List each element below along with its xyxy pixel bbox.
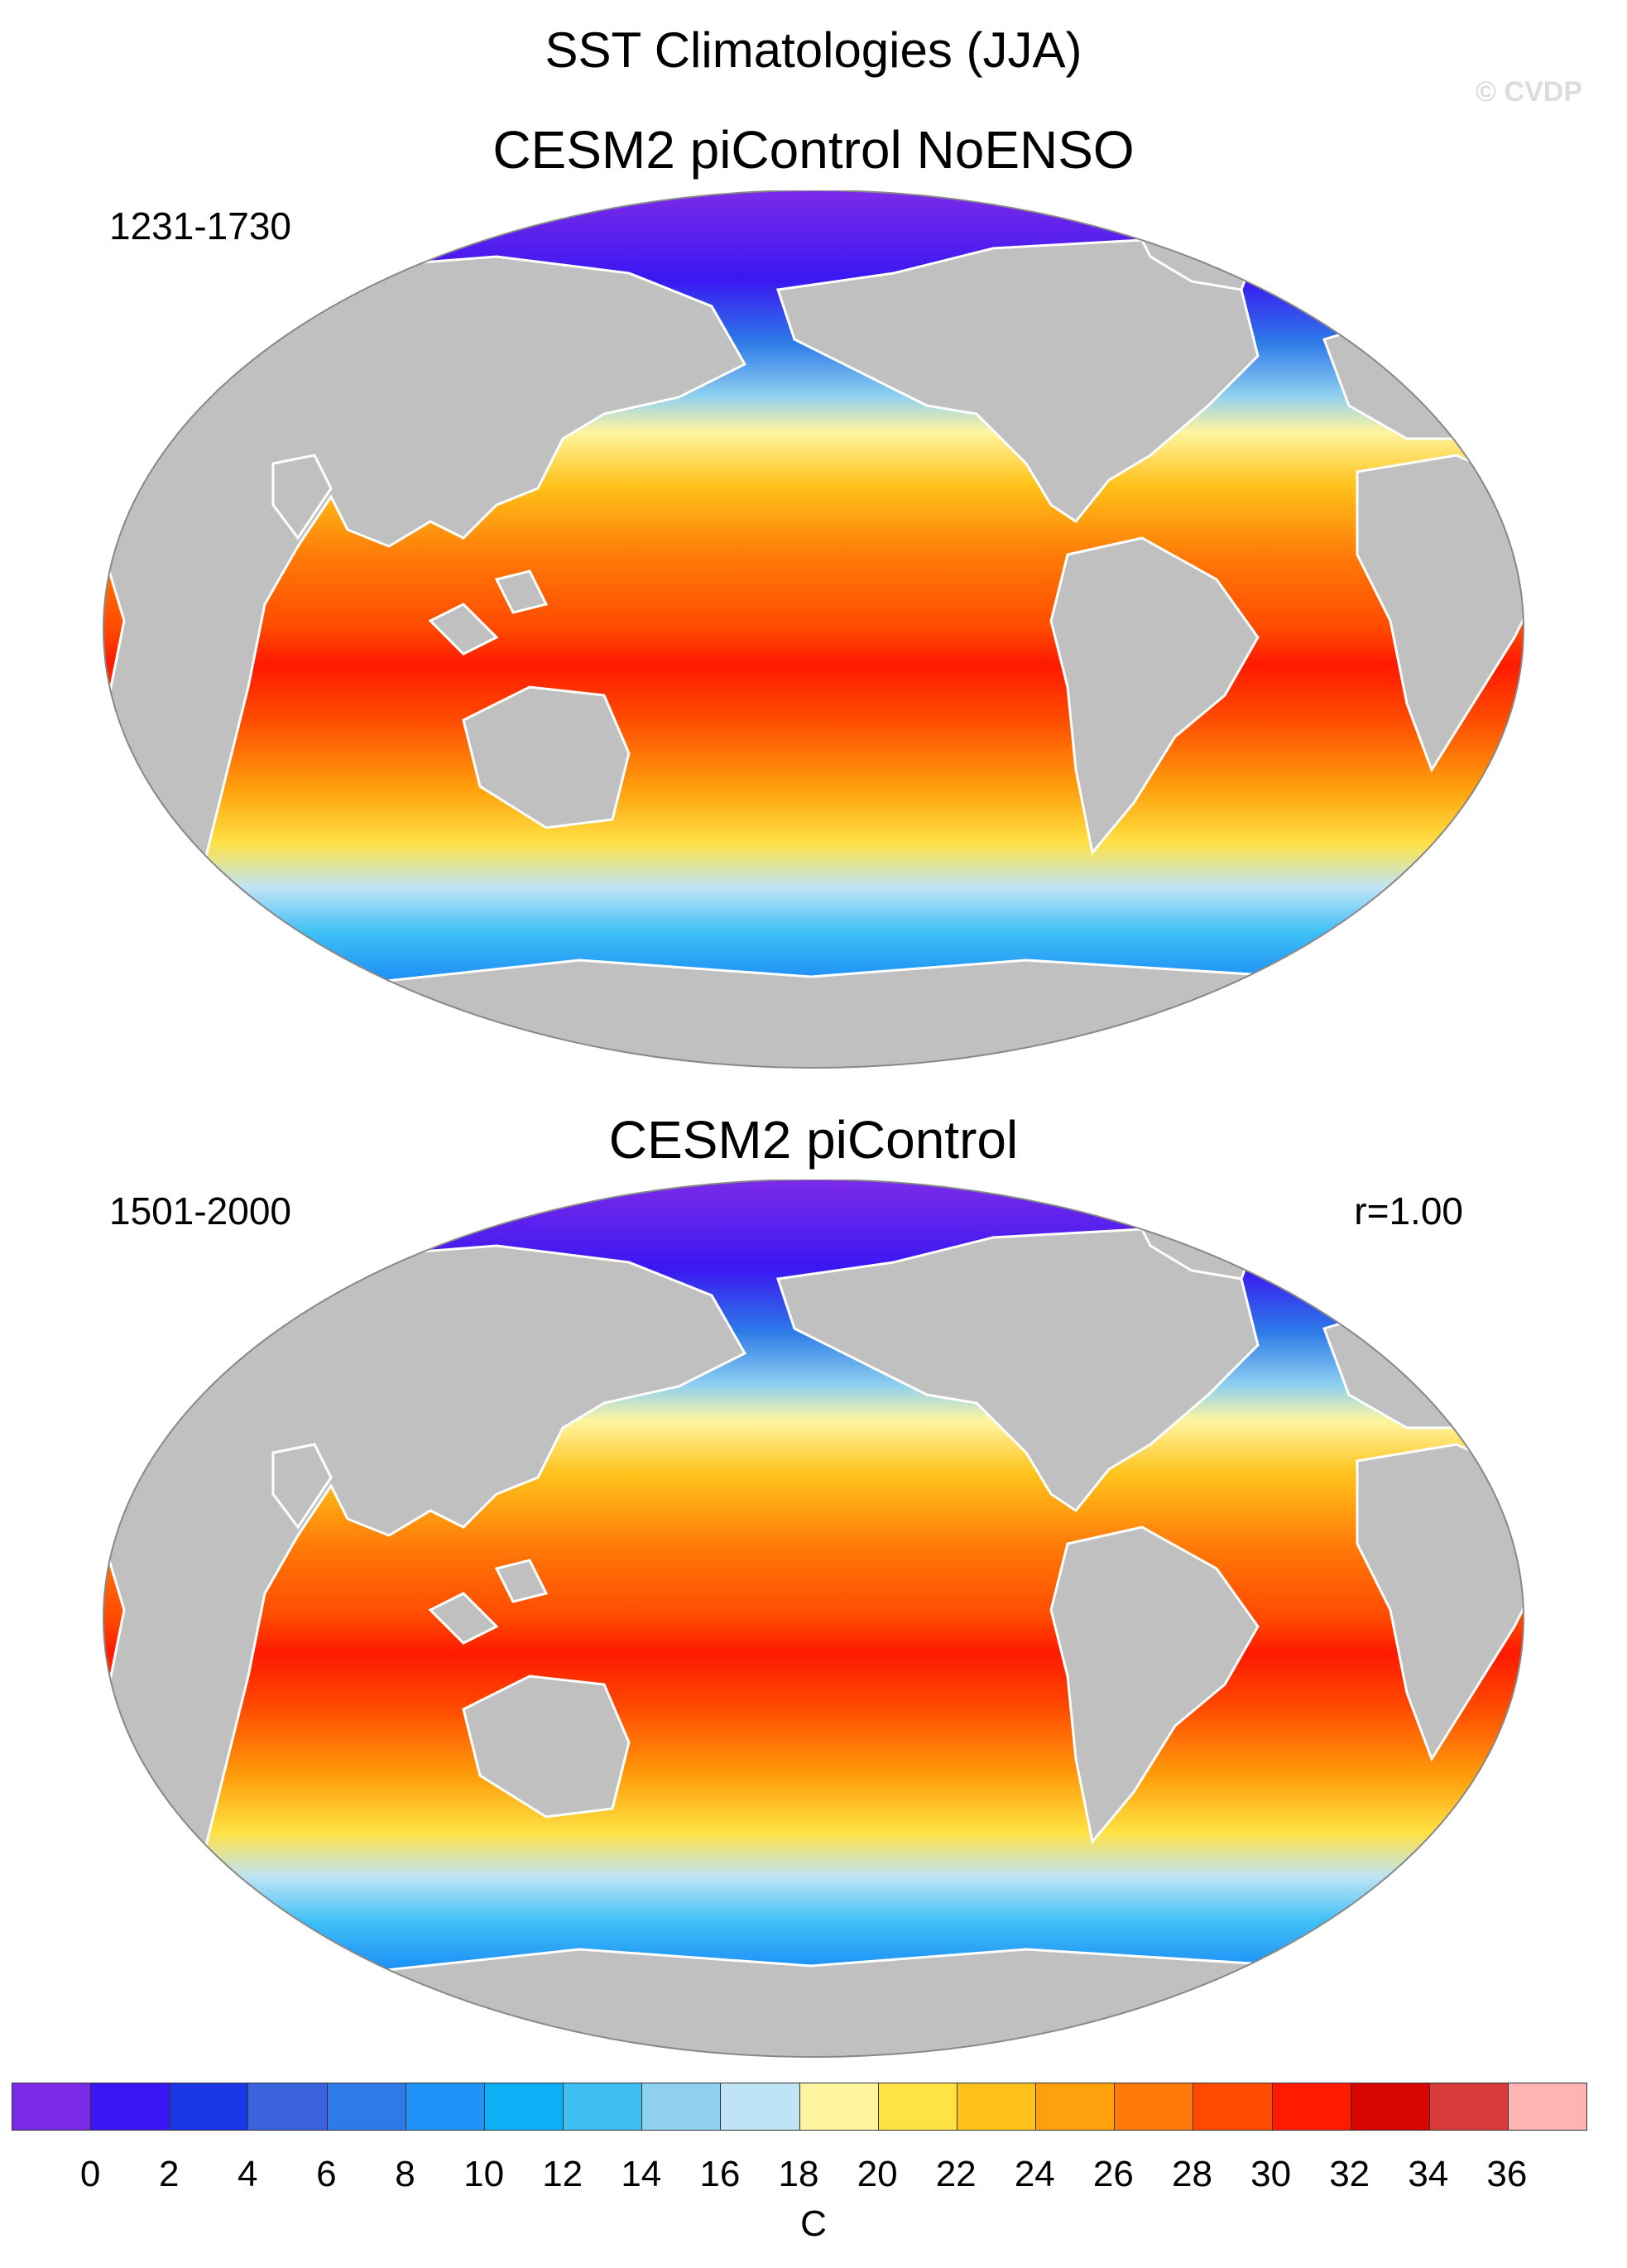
colorbar-tick-label: 32 xyxy=(1329,2154,1370,2194)
colorbar-swatch xyxy=(248,2083,328,2130)
colorbar-tick-label: 6 xyxy=(316,2154,337,2194)
colorbar-tick-label: 28 xyxy=(1172,2154,1212,2194)
colorbar-tick-label: 34 xyxy=(1408,2154,1449,2194)
colorbar-swatch xyxy=(1115,2083,1194,2130)
colorbar-units: C xyxy=(800,2203,827,2244)
colorbar-tick-label: 26 xyxy=(1092,2154,1134,2194)
colorbar-swatch xyxy=(642,2083,722,2130)
colorbar-swatch xyxy=(1036,2083,1116,2130)
panel-2-title: CESM2 piControl xyxy=(608,1110,1019,1170)
colorbar xyxy=(12,2083,1587,2131)
colorbar-tick-label: 36 xyxy=(1486,2154,1528,2194)
colorbar-tick-label: 20 xyxy=(857,2154,898,2194)
figure-title: SST Climatologies (JJA) xyxy=(545,22,1082,78)
colorbar-tick-label: 24 xyxy=(1014,2154,1055,2194)
colorbar-tick-label: 12 xyxy=(542,2154,583,2194)
colorbar-tick-label: 14 xyxy=(621,2154,662,2194)
colorbar-swatch xyxy=(799,2083,879,2130)
colorbar-swatch xyxy=(564,2083,643,2130)
colorbar-swatch xyxy=(1272,2083,1351,2130)
colorbar-tick-label: 2 xyxy=(158,2154,180,2194)
panel-2-period: 1501-2000 xyxy=(109,1189,291,1233)
cvdp-credit: © CVDP xyxy=(1476,76,1582,108)
colorbar-swatch xyxy=(91,2083,170,2130)
colorbar-swatch xyxy=(1351,2083,1430,2130)
colorbar-swatch xyxy=(484,2083,564,2130)
colorbar-swatch xyxy=(1429,2083,1509,2130)
colorbar-tick-label: 10 xyxy=(463,2154,505,2194)
panel-1-title: CESM2 piControl NoENSO xyxy=(492,120,1135,180)
sst-map-panel-2 xyxy=(103,1180,1524,2058)
colorbar-swatch xyxy=(878,2083,957,2130)
colorbar-swatch xyxy=(170,2083,249,2130)
colorbar-swatch xyxy=(957,2083,1037,2130)
panel-1-period: 1231-1730 xyxy=(109,204,291,247)
sst-map-panel-1 xyxy=(103,190,1524,1069)
colorbar-swatch xyxy=(12,2083,92,2130)
colorbar-tick-label: 0 xyxy=(79,2154,101,2194)
colorbar-swatch xyxy=(406,2083,485,2130)
colorbar-tick-label: 8 xyxy=(395,2154,415,2194)
panel-2-correlation: r=1.00 xyxy=(1354,1189,1463,1233)
colorbar-tick-label: 4 xyxy=(238,2154,258,2194)
colorbar-swatch xyxy=(721,2083,800,2130)
colorbar-swatch xyxy=(327,2083,406,2130)
colorbar-tick-label: 30 xyxy=(1250,2154,1292,2194)
colorbar-tick-label: 22 xyxy=(935,2154,977,2194)
colorbar-tick-label: 18 xyxy=(778,2154,819,2194)
colorbar-tick-label: 16 xyxy=(699,2154,741,2194)
colorbar-swatch xyxy=(1193,2083,1273,2130)
colorbar-swatch xyxy=(1508,2083,1587,2130)
